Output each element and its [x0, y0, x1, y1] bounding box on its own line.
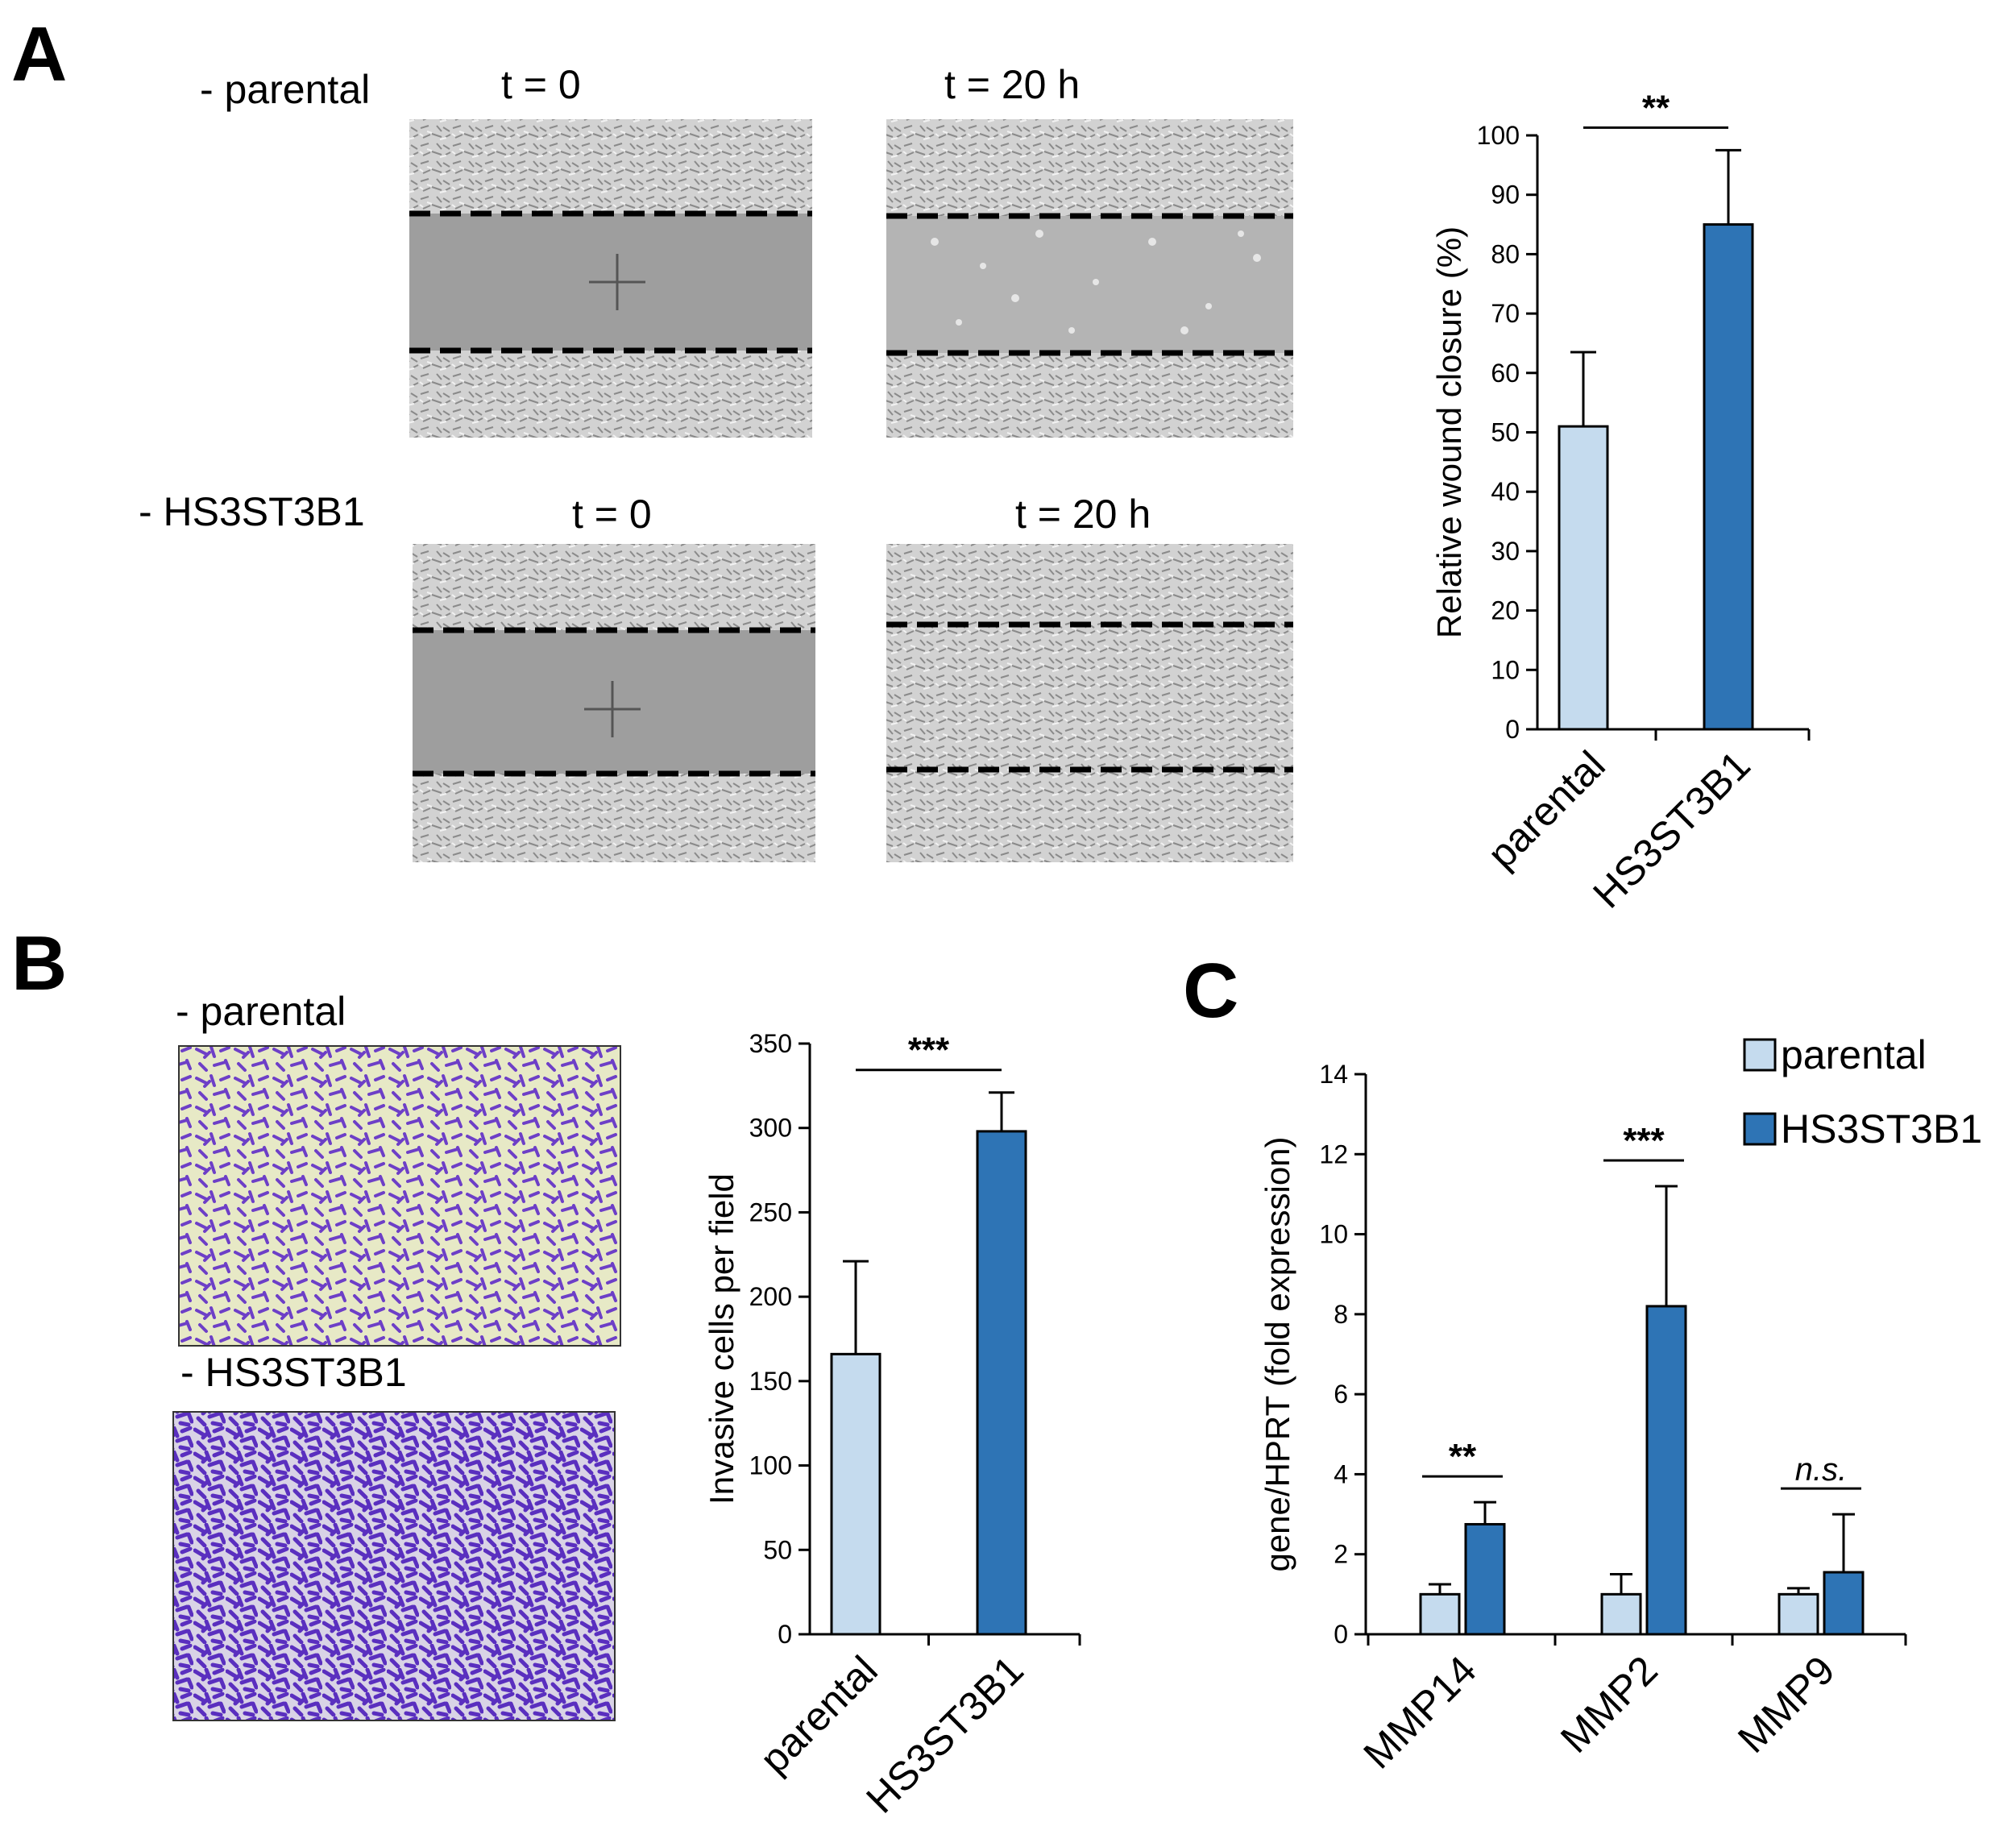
y-tick-label: 90 — [1491, 181, 1520, 210]
y-tick-label: 100 — [749, 1451, 792, 1480]
bar-mmp9-parental — [1777, 1592, 1819, 1636]
row-label-hs3st3b1: - HS3ST3B1 — [139, 489, 365, 534]
chart-invasion: 0 50 100 150 200 250 300 350 Invasive cells per … — [703, 1029, 1081, 1822]
y-tick-label: 12 — [1319, 1139, 1348, 1168]
invasion-micrograph-parental — [178, 1045, 621, 1347]
significance-label: *** — [1623, 1121, 1665, 1160]
y-axis-title: gene/HPRT (fold expression) — [1259, 1136, 1296, 1571]
bar-mmp9-hs3st3b1 — [1823, 1571, 1865, 1636]
bar-parental — [1558, 425, 1609, 731]
bar-mmp2-parental — [1600, 1592, 1642, 1636]
time-label-parental-t20: t = 20 h — [944, 62, 1080, 107]
y-tick-label: 50 — [763, 1535, 792, 1564]
y-tick-label: 150 — [749, 1367, 792, 1396]
chart-mmp-expression: 0 2 4 6 8 10 12 14 gene/HPRT (fold expression) MM… — [1259, 1032, 1982, 1778]
y-tick-label: 10 — [1319, 1220, 1348, 1249]
x-category-label: MMP14 — [1354, 1647, 1484, 1777]
legend-label-hs3st3b1: HS3ST3B1 — [1781, 1106, 1982, 1152]
x-category-label: HS3ST3B1 — [857, 1647, 1031, 1821]
x-category-label: HS3ST3B1 — [1584, 742, 1758, 916]
micrograph-hs-t0 — [413, 544, 815, 862]
significance-label: ** — [1642, 88, 1670, 127]
legend-swatch-parental — [1743, 1038, 1777, 1072]
y-tick-label: 40 — [1491, 477, 1520, 506]
micrograph-parental-t20 — [886, 119, 1293, 438]
y-tick-label: 4 — [1334, 1459, 1348, 1488]
panel-letter-b: B — [11, 920, 67, 1007]
y-tick-label: 14 — [1319, 1060, 1348, 1089]
y-tick-label: 0 — [778, 1620, 792, 1649]
y-tick-label: 0 — [1334, 1620, 1348, 1649]
x-category-label: MMP9 — [1729, 1647, 1844, 1762]
y-tick-label: 6 — [1334, 1380, 1348, 1409]
legend-swatch-hs3st3b1 — [1743, 1112, 1777, 1146]
micrograph-parental-t0 — [409, 119, 812, 438]
y-tick-label: 70 — [1491, 299, 1520, 328]
b-row-label-parental: - parental — [176, 989, 346, 1034]
y-tick-label: 350 — [749, 1029, 792, 1058]
chart-wound-closure: 0 10 20 30 40 50 60 70 80 90 100 Relative wound clo… — [1430, 88, 1811, 917]
y-tick-label: 8 — [1334, 1300, 1348, 1329]
y-tick-label: 2 — [1334, 1540, 1348, 1569]
y-tick-label: 300 — [749, 1114, 792, 1143]
panel-letter-c: C — [1183, 948, 1238, 1034]
legend-label-parental: parental — [1781, 1032, 1927, 1077]
significance-label: *** — [908, 1031, 950, 1070]
y-tick-label: 50 — [1491, 418, 1520, 447]
y-tick-label: 20 — [1491, 596, 1520, 625]
x-category-label: parental — [751, 1647, 886, 1782]
significance-label: n.s. — [1795, 1452, 1847, 1488]
y-axis-title: Relative wound closure (%) — [1430, 226, 1468, 638]
bar-mmp14-hs3st3b1 — [1464, 1522, 1506, 1636]
y-tick-label: 200 — [749, 1282, 792, 1311]
y-tick-label: 100 — [1477, 121, 1520, 150]
y-tick-label: 60 — [1491, 359, 1520, 388]
y-tick-label: 30 — [1491, 537, 1520, 566]
bar-mmp2-hs3st3b1 — [1645, 1305, 1687, 1636]
significance-label: ** — [1449, 1437, 1477, 1476]
x-category-label: MMP2 — [1552, 1647, 1666, 1762]
invasion-micrograph-hs3st3b1 — [172, 1411, 616, 1721]
bar-hs3st3b1 — [976, 1130, 1027, 1636]
y-tick-label: 10 — [1491, 655, 1520, 684]
time-label-hs-t0: t = 0 — [572, 492, 652, 537]
time-label-parental-t0: t = 0 — [501, 62, 581, 107]
bar-mmp14-parental — [1419, 1592, 1461, 1636]
bar-parental — [830, 1352, 881, 1636]
y-tick-label: 80 — [1491, 239, 1520, 268]
y-tick-label: 250 — [749, 1197, 792, 1226]
row-label-parental: - parental — [200, 67, 370, 112]
bar-hs3st3b1 — [1703, 223, 1754, 731]
y-axis-title: Invasive cells per field — [703, 1173, 740, 1505]
x-category-label: parental — [1479, 742, 1613, 877]
y-tick-label: 0 — [1505, 715, 1520, 744]
panel-letter-a: A — [11, 11, 67, 98]
b-row-label-hs3st3b1: - HS3ST3B1 — [180, 1350, 407, 1395]
time-label-hs-t20: t = 20 h — [1015, 492, 1151, 537]
micrograph-hs-t20 — [886, 544, 1293, 862]
